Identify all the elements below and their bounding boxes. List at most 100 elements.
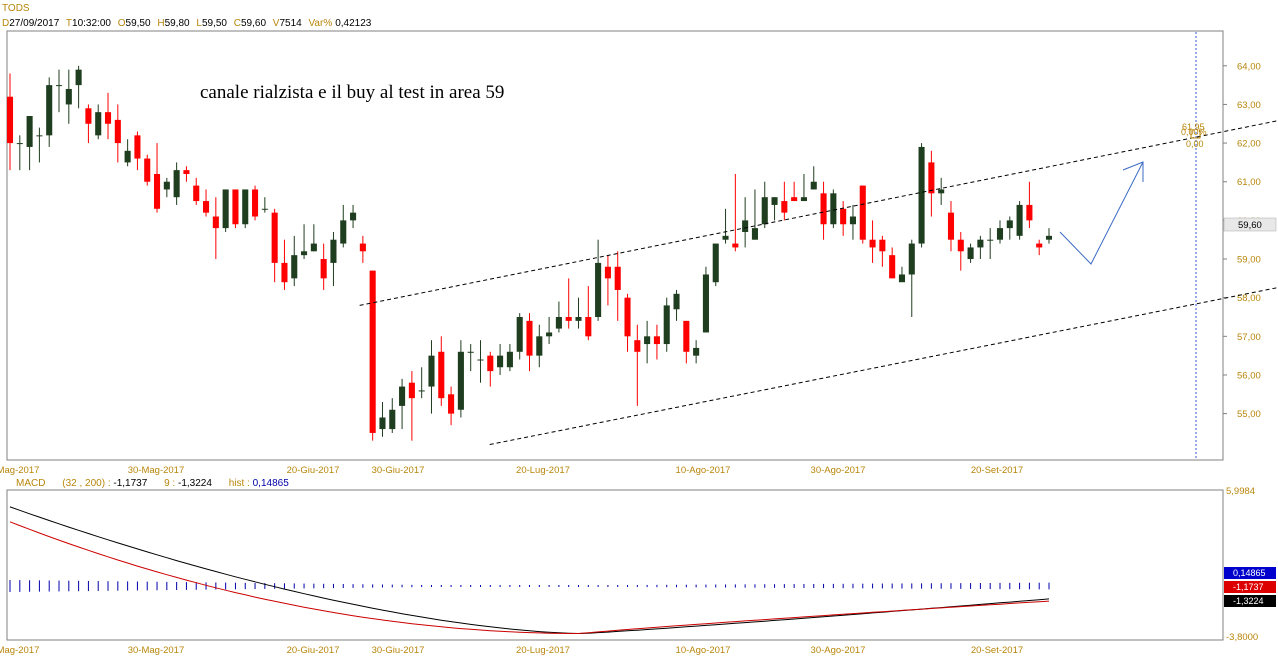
candle <box>153 143 161 213</box>
candle-body <box>340 220 347 244</box>
candle-body <box>712 243 719 283</box>
price-panel <box>6 30 1224 461</box>
candle-body <box>261 208 268 210</box>
candle-body <box>595 262 602 317</box>
candle <box>85 104 92 144</box>
macd-value-tag <box>1224 581 1276 593</box>
candle-body <box>222 189 229 229</box>
candle <box>663 297 670 352</box>
candle-body <box>193 185 200 202</box>
candle-body <box>281 262 288 283</box>
candle-body <box>791 197 798 202</box>
candle-body <box>95 112 102 136</box>
candle <box>918 143 925 248</box>
candle-body <box>467 351 474 353</box>
fib-label-pct: 0,00% <box>1181 127 1207 137</box>
candle-body <box>163 181 170 190</box>
x-tick-label: 20-Set-2017 <box>971 465 1023 476</box>
macd-signal-tag-text: -1,3224 <box>1233 596 1264 606</box>
candle <box>330 231 337 287</box>
candle-body <box>114 119 121 144</box>
candle-body <box>1036 243 1043 248</box>
y-tick-label: 55,00 <box>1237 409 1261 420</box>
candle <box>193 177 200 205</box>
candle-body <box>75 69 82 86</box>
y-tick-label: 64,00 <box>1237 61 1261 72</box>
candle <box>761 181 768 229</box>
candle-body <box>555 317 562 329</box>
candle-body <box>242 189 249 225</box>
candle <box>163 177 170 198</box>
macd-axis-top: 5,9984 <box>1226 486 1255 497</box>
candle-body <box>614 266 621 290</box>
x-axis: Mag-2017 30-Mag-2017 20-Giu-2017 30-Giu-201… <box>0 465 1023 476</box>
last-price-value: 59,60 <box>1238 220 1262 231</box>
candle-body <box>546 332 553 337</box>
candle <box>693 340 700 364</box>
candle-body <box>291 255 298 279</box>
candle <box>1016 201 1023 240</box>
candle <box>134 131 141 171</box>
candle <box>1036 239 1043 256</box>
candle-body <box>1045 235 1053 240</box>
candle <box>124 139 131 167</box>
candle-body <box>350 212 357 221</box>
signal-line <box>9 521 1050 634</box>
candle <box>16 135 23 171</box>
y-tick-label: 57,00 <box>1237 332 1261 343</box>
annotation-text: canale rialzista e il buy al test in are… <box>200 82 504 103</box>
candle-body <box>55 85 63 87</box>
last-price-tag <box>1223 217 1277 232</box>
y-tick-label: 63,00 <box>1237 100 1261 111</box>
candle-body <box>800 197 807 202</box>
candle-body <box>320 259 327 279</box>
candle-body <box>742 220 749 232</box>
candle <box>104 92 112 140</box>
candle <box>967 243 974 263</box>
candle-body <box>310 243 317 252</box>
candle-body <box>448 394 455 414</box>
candle-body <box>957 239 964 252</box>
candle <box>928 150 935 217</box>
candle <box>497 344 504 375</box>
candle-body <box>1026 204 1033 221</box>
candle-body <box>938 189 945 194</box>
candle <box>771 197 778 221</box>
candle <box>291 235 298 287</box>
candle-body <box>840 208 847 225</box>
candle-body <box>996 228 1004 240</box>
y-tick-label: 58,00 <box>1237 293 1261 304</box>
candle <box>977 235 984 260</box>
candle <box>585 286 592 341</box>
candle <box>781 181 788 221</box>
candle <box>947 201 955 252</box>
channel-upper-line <box>359 120 1278 306</box>
candle-body <box>869 239 876 248</box>
candle <box>653 324 660 360</box>
candle-body <box>330 239 337 263</box>
candle <box>6 73 14 171</box>
candle-body <box>1016 204 1023 236</box>
macd-x-axis: Mag-2017 30-Mag-2017 20-Giu-2017 30-Giu-201… <box>0 645 1023 656</box>
candle <box>830 189 837 229</box>
candle <box>418 367 425 399</box>
candle <box>732 174 739 252</box>
candle-body <box>399 386 406 406</box>
candle-body <box>536 336 543 356</box>
candle-body <box>761 197 768 225</box>
candle <box>46 77 53 147</box>
candle-body <box>487 355 494 372</box>
candle-body <box>457 351 464 410</box>
macd-x-tick-label: 30-Giu-2017 <box>372 645 425 656</box>
candle-body <box>408 382 415 399</box>
candle <box>810 166 817 190</box>
candle <box>202 189 210 217</box>
candle-body <box>526 320 533 356</box>
candle <box>536 324 543 368</box>
candle <box>379 402 386 437</box>
macd-x-tick-label: 30-Ago-2017 <box>811 645 866 656</box>
candle <box>722 208 729 244</box>
candle-body <box>359 243 366 252</box>
candle <box>751 189 758 240</box>
